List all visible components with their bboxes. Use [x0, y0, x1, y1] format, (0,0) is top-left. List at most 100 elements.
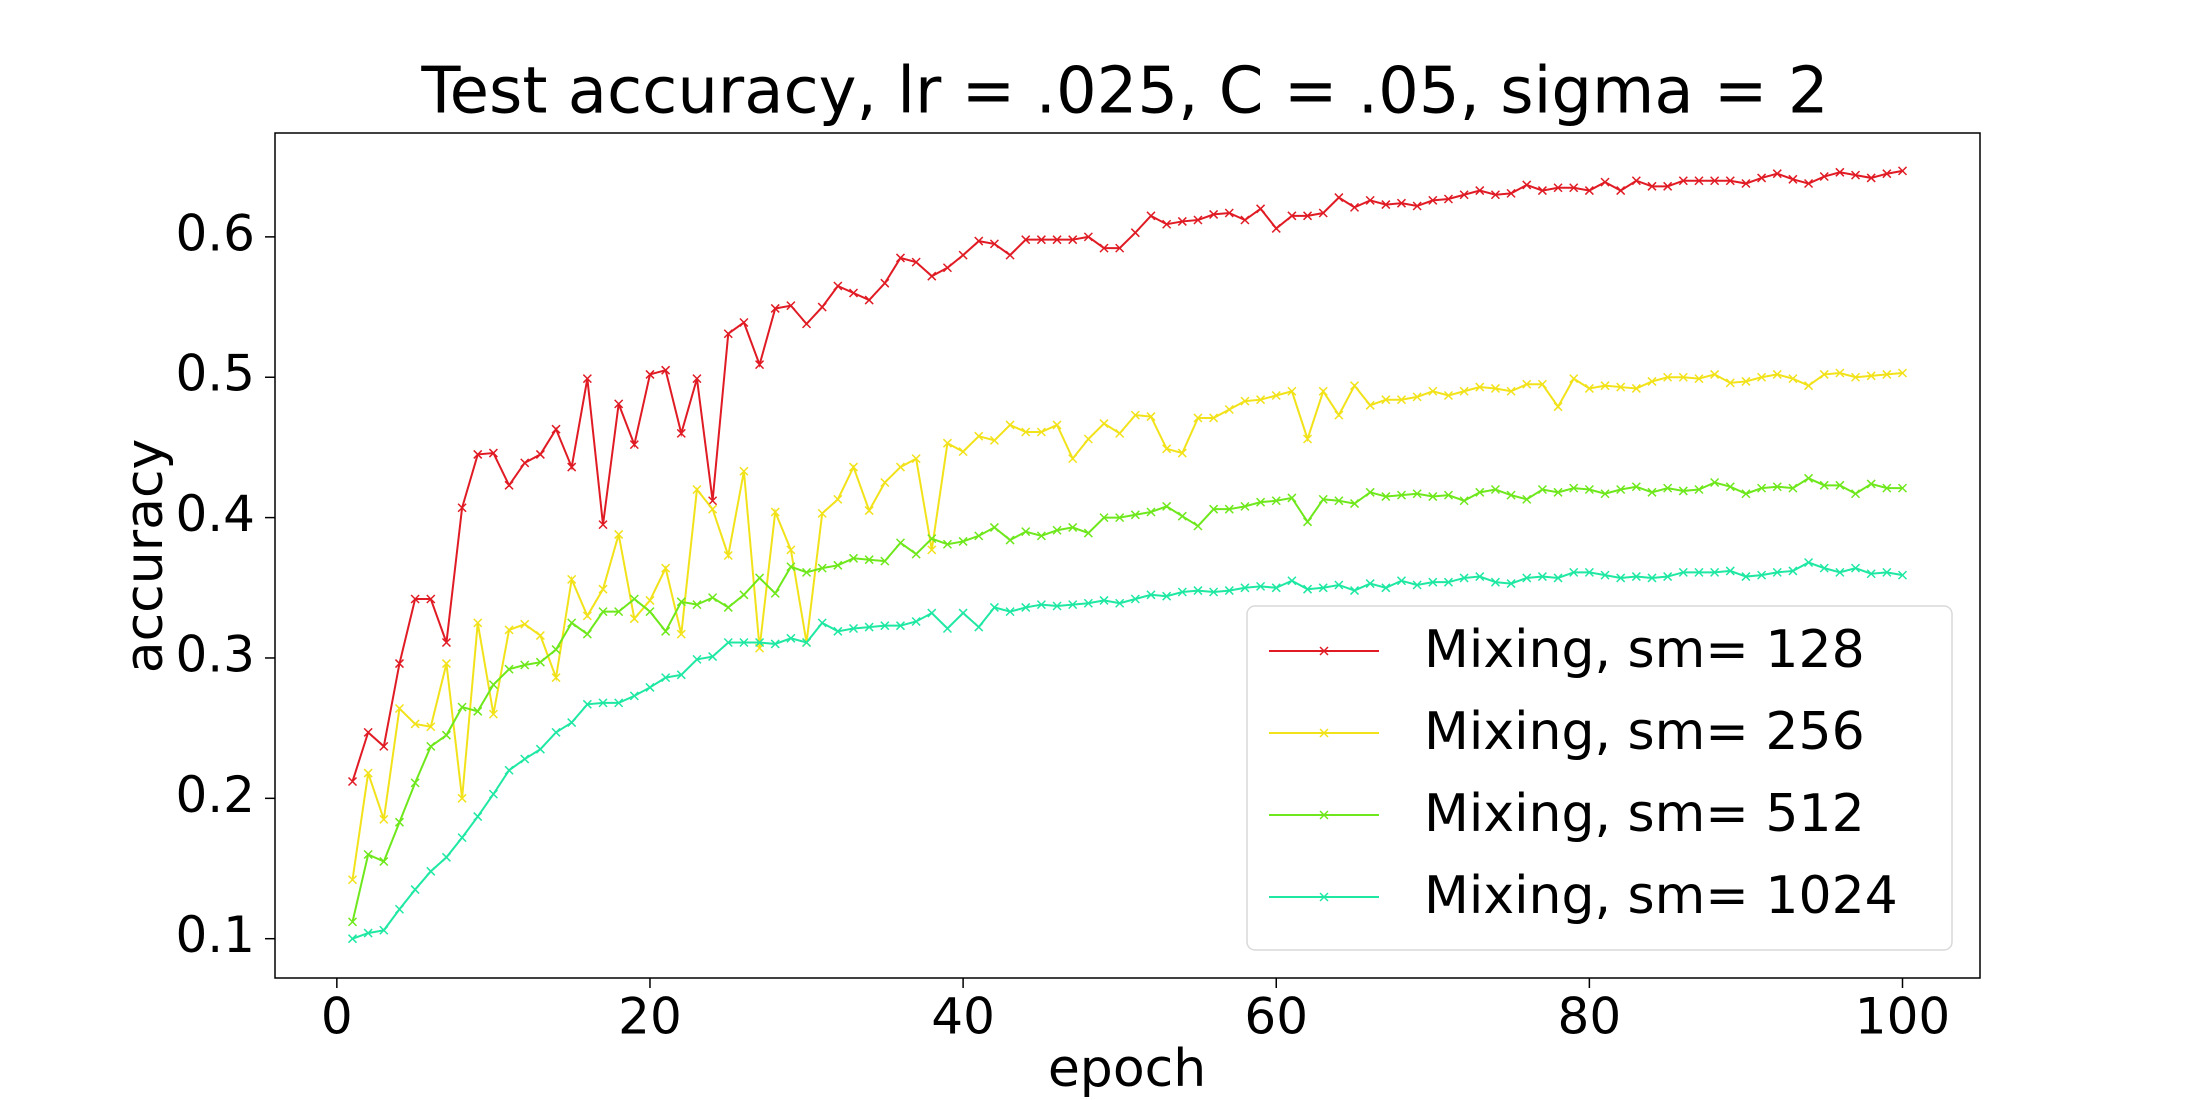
- marker: [426, 594, 436, 604]
- marker: [645, 369, 655, 379]
- chart-title: Test accuracy, lr = .025, C = .05, sigma…: [420, 55, 1828, 129]
- marker: [1303, 211, 1313, 221]
- marker: [770, 507, 780, 517]
- marker: [347, 934, 358, 944]
- marker: [1600, 177, 1610, 187]
- legend-label: Mixing, sm= 128: [1424, 620, 1865, 680]
- marker: [1240, 215, 1250, 225]
- marker: [598, 698, 608, 708]
- marker: [1850, 170, 1861, 180]
- marker: [661, 365, 671, 375]
- marker: [1177, 511, 1187, 521]
- marker: [520, 754, 530, 764]
- marker: [1349, 586, 1360, 596]
- marker: [848, 553, 859, 563]
- marker: [582, 629, 592, 639]
- marker: [833, 494, 843, 504]
- marker: [1741, 489, 1751, 499]
- marker: [1068, 522, 1078, 532]
- marker: [1428, 577, 1438, 587]
- marker: [1303, 434, 1313, 444]
- marker: [457, 503, 467, 513]
- marker: [974, 622, 984, 632]
- marker: [692, 484, 702, 495]
- marker: [1741, 179, 1751, 189]
- marker: [1459, 573, 1469, 583]
- marker: [1412, 392, 1422, 402]
- marker: [817, 508, 827, 518]
- marker: [1256, 581, 1266, 591]
- marker: [1115, 428, 1125, 438]
- marker: [1725, 378, 1735, 388]
- marker: [1757, 372, 1767, 382]
- marker: [1318, 208, 1328, 218]
- marker: [1663, 572, 1673, 582]
- marker: [1584, 186, 1594, 196]
- marker: [347, 776, 358, 787]
- marker: [770, 303, 780, 313]
- marker: [895, 538, 906, 548]
- y-axis-label: accuracy: [115, 439, 175, 674]
- marker: [1396, 198, 1407, 208]
- x-tick-label: 20: [618, 988, 682, 1046]
- marker: [629, 614, 639, 624]
- marker: [1600, 381, 1610, 391]
- marker: [974, 431, 984, 441]
- marker: [1036, 600, 1046, 610]
- x-tick-label: 80: [1558, 988, 1622, 1046]
- marker: [1005, 250, 1015, 260]
- marker: [1099, 243, 1109, 253]
- marker: [739, 590, 749, 600]
- marker: [1271, 583, 1281, 593]
- marker: [535, 744, 545, 754]
- marker: [1036, 531, 1046, 541]
- marker: [1678, 567, 1688, 577]
- marker: [1443, 194, 1453, 204]
- marker: [1052, 420, 1062, 430]
- marker: [1209, 587, 1219, 597]
- marker: [1287, 211, 1297, 221]
- marker: [1694, 176, 1704, 186]
- marker: [1819, 171, 1829, 182]
- marker: [1005, 420, 1015, 430]
- marker: [1678, 372, 1688, 382]
- marker: [676, 629, 686, 639]
- marker: [1490, 577, 1500, 587]
- marker: [1835, 167, 1845, 177]
- marker: [614, 698, 624, 708]
- marker: [911, 549, 921, 559]
- marker: [1537, 484, 1547, 495]
- marker: [958, 447, 968, 457]
- marker: [833, 560, 843, 570]
- marker: [880, 556, 890, 566]
- marker: [1897, 368, 1908, 378]
- marker: [1318, 386, 1328, 396]
- marker: [598, 584, 608, 594]
- marker: [1412, 580, 1422, 590]
- marker: [1162, 219, 1172, 229]
- x-tick-label: 40: [931, 988, 995, 1046]
- marker: [441, 852, 451, 862]
- marker: [958, 536, 968, 546]
- marker: [1600, 489, 1610, 499]
- marker: [989, 522, 999, 532]
- marker: [1616, 186, 1626, 196]
- marker: [535, 630, 545, 641]
- marker: [1897, 483, 1908, 493]
- marker: [551, 727, 561, 737]
- marker: [426, 722, 436, 732]
- y-tick-label: 0.1: [175, 906, 255, 964]
- marker: [1412, 201, 1422, 211]
- marker: [1130, 510, 1140, 520]
- marker: [1005, 535, 1015, 545]
- marker: [1882, 369, 1892, 379]
- marker: [1490, 484, 1500, 495]
- marker: [1725, 176, 1735, 186]
- marker: [786, 562, 796, 572]
- marker: [1835, 567, 1845, 577]
- marker: [645, 682, 655, 692]
- marker: [1036, 427, 1046, 437]
- marker: [1240, 583, 1250, 593]
- marker: [1835, 368, 1845, 378]
